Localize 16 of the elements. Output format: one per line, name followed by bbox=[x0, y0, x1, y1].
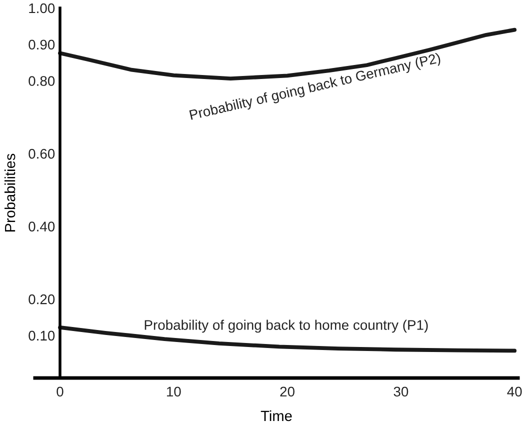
x-tick-label: 40 bbox=[507, 386, 522, 397]
y-tick-label: 0.60 bbox=[28, 148, 55, 159]
annotation: Probability of going back to Germany (P2) bbox=[189, 52, 442, 123]
y-tick-label: 1.00 bbox=[29, 3, 55, 14]
annotation: Probability of going back to home country (P1) bbox=[144, 320, 428, 333]
y-axis-title: Probabilities bbox=[4, 154, 16, 232]
x-tick-label: 30 bbox=[394, 386, 408, 397]
y-tick-label: 0.20 bbox=[28, 294, 55, 304]
y-tick-label: 0.90 bbox=[28, 40, 55, 50]
y-tick-label: 0.40 bbox=[28, 222, 55, 232]
x-tick-label: 10 bbox=[166, 386, 181, 397]
x-tick-label: 0 bbox=[56, 386, 64, 397]
x-tick-label: 20 bbox=[280, 386, 294, 397]
y-tick-label: 0.10 bbox=[28, 330, 55, 341]
y-tick-label: 0.80 bbox=[28, 76, 55, 86]
x-axis-title: Time bbox=[260, 410, 292, 422]
